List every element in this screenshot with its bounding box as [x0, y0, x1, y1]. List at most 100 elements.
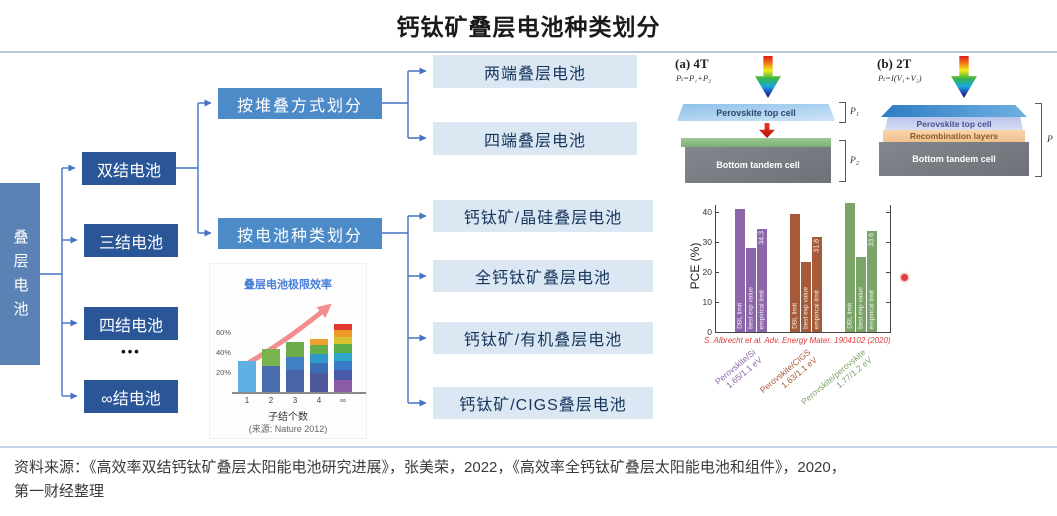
pt-label: P	[1047, 135, 1053, 145]
pce-bar: best exp value	[856, 257, 866, 332]
pce-tick	[886, 272, 890, 274]
pce-bar-label: empirical limit	[813, 289, 821, 329]
rainbow-arrow-icon	[951, 56, 977, 98]
pce-bar: best exp value	[746, 248, 756, 332]
pt-bracket	[1035, 103, 1042, 177]
source-note-line2: 第一财经整理	[14, 483, 105, 500]
recombination-layers: Recombination layers	[883, 130, 1025, 142]
pce-chart: PCE (%) S. Albrecht et al. Adv. Energy M…	[688, 197, 923, 440]
flowchart-node-by-stacking: 按堆叠方式划分	[218, 88, 382, 119]
figure-2t-label: (b) 2T	[877, 56, 912, 71]
page-title: 钙钛矿叠层电池种类划分	[396, 14, 661, 40]
inset-ytick-60: 60%	[215, 328, 231, 337]
pce-bar: DBL limit	[845, 203, 855, 332]
flowchart-root-node: 叠层电池	[0, 183, 40, 365]
pce-ytick-label: 0	[707, 327, 712, 337]
inset-x-axis-label: 子结个数	[268, 412, 308, 423]
flowchart-node-perovskite-cigs: 钙钛矿/CIGS叠层电池	[433, 387, 653, 419]
pce-bar-value: 31.8	[813, 238, 821, 253]
inset-plot-area	[234, 312, 366, 392]
flowchart-node-four-terminal: 四端叠层电池	[433, 122, 637, 155]
footer-divider	[0, 446, 1057, 448]
flowchart-node-infinite-junction: ∞结电池	[84, 380, 178, 413]
inset-x-axis	[232, 392, 366, 394]
pce-tick	[715, 242, 719, 244]
inset-xtick: 1	[244, 396, 250, 405]
red-dot-marker	[901, 274, 908, 281]
inset-bar	[286, 342, 304, 392]
flowchart-node-two-terminal: 两端叠层电池	[433, 55, 637, 88]
pce-bar: DBL limit	[735, 209, 745, 332]
perovskite-top-cell-layer: Perovskite top cell	[885, 117, 1023, 130]
pce-ytick-label: 10	[702, 297, 712, 307]
pce-right-axis	[890, 205, 892, 333]
inset-xtick: 4	[316, 396, 322, 405]
inset-bar	[310, 339, 328, 392]
p2-label: P₂	[850, 156, 860, 166]
inset-chart-title: 叠层电池极限效率	[244, 279, 332, 291]
pce-ytick-label: 20	[702, 267, 712, 277]
figure-2t: (b) 2T Pₜ=I(V₁+V₂) Perovskite top cell R…	[875, 56, 1057, 194]
pce-tick	[715, 332, 719, 334]
pce-bar-label: DBL limit	[791, 303, 799, 329]
pce-bar-label: best exp value	[802, 287, 810, 329]
figure-4t: (a) 4T Pₜ=P₁+P₂ Perovskite top cell Bott…	[673, 56, 869, 194]
flowchart-node-perovskite-si: 钙钛矿/晶硅叠层电池	[433, 200, 653, 232]
source-note: 资料来源：《高效率双结钙钛矿叠层太阳能电池研究进展》，张美荣，2022，《高效率…	[14, 456, 1044, 504]
flowchart-node-by-cell-type: 按电池种类划分	[218, 218, 382, 249]
pce-citation: S. Albrecht et al. Adv. Energy Mater. 19…	[704, 336, 891, 345]
title-divider	[0, 51, 1057, 53]
pce-tick	[715, 302, 719, 304]
pce-bar-label: best exp value	[857, 287, 865, 329]
pce-x-axis	[715, 332, 891, 334]
pce-tick	[886, 302, 890, 304]
inset-xtick: 2	[268, 396, 274, 405]
pce-tick	[715, 272, 719, 274]
pce-bar-label: best exp value	[747, 287, 755, 329]
source-note-line1: 资料来源：《高效率双结钙钛矿叠层太阳能电池研究进展》，张美荣，2022，《高效率…	[14, 459, 846, 476]
pce-tick	[715, 212, 719, 214]
flowchart-node-quad-junction: 四结电池	[84, 307, 178, 340]
p1-label: P₁	[850, 107, 860, 117]
figure-4t-formula: Pₜ=P₁+P₂	[676, 73, 712, 83]
red-arrow-icon	[759, 123, 775, 138]
pce-bar-label: DBL limit	[846, 303, 854, 329]
bottom-tandem-cell-layer: Bottom tandem cell	[879, 142, 1029, 176]
pce-tick	[886, 212, 890, 214]
pce-bar: empirical limit 31.8	[812, 236, 822, 332]
inset-source-note: (来源: Nature 2012)	[248, 424, 328, 434]
inset-ytick-20: 20%	[215, 368, 231, 377]
inset-bar	[334, 324, 352, 392]
flowchart-node-perovskite-organic: 钙钛矿/有机叠层电池	[433, 322, 653, 354]
pce-bar-value: 34.3	[758, 231, 766, 245]
bottom-tandem-cell-layer: Bottom tandem cell	[685, 147, 831, 183]
p1-bracket	[839, 102, 846, 123]
pce-ytick-label: 30	[702, 237, 712, 247]
figure-4t-label: (a) 4T	[675, 56, 709, 71]
flowchart-node-all-perovskite: 全钙钛矿叠层电池	[433, 260, 653, 292]
pce-bar-label: DBL limit	[736, 303, 744, 329]
green-interlayer	[681, 138, 831, 147]
pce-bar-label: empirical limit	[758, 289, 766, 329]
flowchart-node-triple-junction: 三结电池	[84, 224, 178, 257]
rainbow-arrow-icon	[755, 56, 781, 98]
pce-ytick-label: 40	[702, 207, 712, 217]
pce-bar: empirical limit 34.3	[757, 229, 767, 332]
inset-xtick: ∞	[340, 396, 346, 405]
flowchart-node-double-junction: 双结电池	[82, 152, 176, 185]
figure-2t-formula: Pₜ=I(V₁+V₂)	[878, 73, 922, 83]
limit-efficiency-chart: 叠层电池极限效率 60% 40% 20% 子结个数 (来源: Nature 20…	[209, 263, 367, 439]
pce-tick	[886, 332, 890, 334]
growth-arrow-icon	[247, 303, 332, 365]
pce-bar: empirical limit 33.6	[867, 231, 877, 332]
pce-left-axis	[715, 205, 717, 333]
inset-ytick-40: 40%	[215, 348, 231, 357]
inset-bar	[262, 349, 280, 392]
inset-xtick: 3	[292, 396, 298, 405]
inset-bar	[238, 361, 256, 392]
ellipsis: •••	[121, 344, 141, 359]
glass-top-layer	[881, 105, 1027, 117]
pce-bar-label: empirical limit	[868, 289, 876, 329]
pce-bar: DBL limit	[790, 213, 800, 332]
